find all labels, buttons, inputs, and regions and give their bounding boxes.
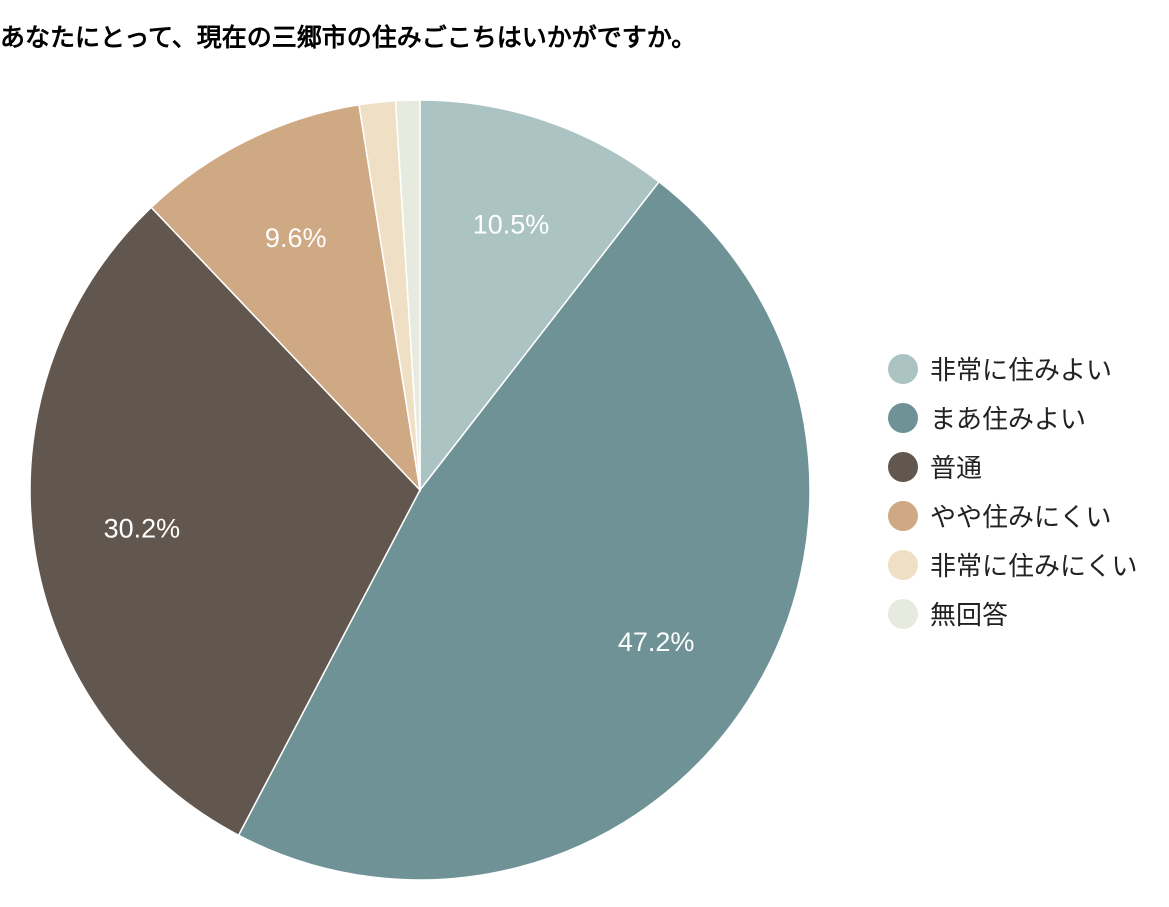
- legend-item-3: 普通: [888, 442, 1137, 491]
- legend-label-3: 普通: [930, 454, 983, 484]
- legend-label-2: まあ住みよい: [930, 405, 1087, 435]
- legend: 非常に住みよい まあ住みよい 普通やや住みにくい 非常に住みにくい 無回答: [888, 344, 1137, 638]
- pie-chart: 10.5% 47.2% 30.2% 9.6%: [29, 99, 811, 881]
- legend-item-5: 非常に住みにくい: [888, 540, 1137, 589]
- data-label-1: 10.5%: [473, 209, 550, 239]
- pie-slice-6: [394, 99, 421, 491]
- data-label-2: 47.2%: [618, 627, 695, 657]
- legend-item-6: 無回答: [888, 589, 1137, 638]
- legend-label-6: 無回答: [930, 601, 1009, 631]
- chart-title: あなたにとって、現在の三郷市の住みごこちはいかがですか。: [0, 23, 697, 52]
- legend-label-5: 非常に住みにくい: [930, 552, 1138, 582]
- legend-item-2: まあ住みよい: [888, 393, 1137, 442]
- legend-swatch-2: [888, 402, 918, 433]
- pie-slice-3: [29, 206, 421, 837]
- data-label-4: 9.6%: [265, 223, 327, 253]
- slice-labels: 10.5% 47.2% 30.2% 9.6%: [104, 209, 695, 657]
- legend-label-4: やや住みにくい: [930, 503, 1112, 533]
- legend-swatch-3: [888, 451, 918, 482]
- pie-slice-4: [150, 103, 422, 493]
- pie-slice-2: [237, 180, 811, 881]
- legend-item-4: やや住みにくい: [888, 491, 1137, 540]
- legend-swatch-5: [888, 549, 918, 580]
- legend-item-1: 非常に住みよい: [888, 344, 1137, 393]
- pie-slice-1: [419, 99, 661, 493]
- legend-swatch-6: [888, 598, 918, 629]
- legend-swatch-4: [888, 500, 918, 531]
- pie-slices: [29, 99, 811, 881]
- legend-swatch-1: [888, 353, 918, 384]
- data-label-3: 30.2%: [104, 514, 181, 544]
- legend-label-1: 非常に住みよい: [930, 356, 1113, 386]
